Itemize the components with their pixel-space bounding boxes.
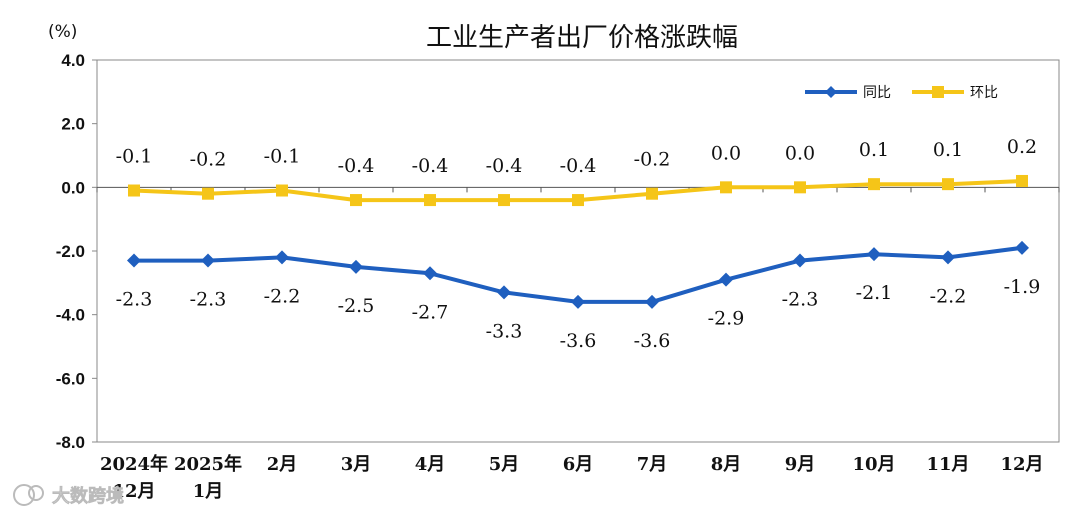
y-tick-label: 0.0: [61, 178, 85, 197]
data-point: [1015, 240, 1029, 255]
data-label: -2.3: [190, 289, 227, 311]
x-tick-label: 2月: [267, 454, 298, 475]
y-axis: 4.0 2.0 0.0 -2.0 -4.0 -6.0 -8.0: [56, 51, 1060, 452]
data-point: [202, 187, 214, 200]
legend-marker: [932, 86, 944, 98]
data-label: -3.6: [634, 330, 671, 352]
data-label: -2.9: [708, 308, 745, 330]
data-label: -0.2: [634, 149, 671, 171]
data-point: [275, 250, 289, 265]
data-point: [201, 253, 215, 268]
data-point: [128, 184, 140, 197]
data-label: -0.1: [264, 146, 301, 168]
x-tick-label: 10月: [852, 454, 895, 475]
data-point: [497, 285, 511, 300]
data-label: -0.1: [116, 146, 153, 168]
data-point: [498, 194, 510, 207]
data-point: [349, 259, 363, 274]
x-tick-label: 9月: [785, 454, 816, 475]
data-label: -2.7: [412, 301, 449, 323]
data-point: [868, 178, 880, 191]
data-label: 0.1: [859, 139, 889, 161]
data-label: -2.1: [856, 282, 893, 304]
series-layer: [127, 174, 1029, 309]
data-point: [127, 253, 141, 268]
data-label: -3.3: [486, 320, 523, 342]
data-label: -2.3: [782, 289, 819, 311]
legend-label: 同比: [863, 85, 891, 101]
brand-logo-icon: [13, 484, 44, 506]
legend-label: 环比: [970, 85, 998, 101]
x-tick-label: 2025年: [174, 453, 242, 475]
data-label: 0.1: [933, 139, 963, 161]
data-point: [424, 194, 436, 207]
plot-area-frame: [96, 59, 1060, 443]
data-point: [719, 272, 733, 287]
watermark-text: 大数跨境: [52, 485, 124, 507]
data-label: -3.6: [560, 330, 597, 352]
watermark: 大数跨境: [13, 484, 124, 507]
data-point: [350, 194, 362, 207]
data-point: [645, 294, 659, 309]
data-label: 0.0: [711, 142, 741, 164]
x-tick-label: 8月: [711, 454, 742, 475]
data-label: -1.9: [1004, 276, 1041, 298]
data-point: [276, 184, 288, 197]
x-tick-label: 1月: [193, 481, 224, 502]
data-label: -0.4: [486, 155, 523, 177]
chart-title: 工业生产者出厂价格涨跌幅: [426, 23, 738, 53]
y-axis-unit: (%): [48, 22, 77, 42]
data-label: -0.4: [338, 155, 375, 177]
y-tick-label: 4.0: [61, 51, 85, 70]
y-tick-label: -4.0: [56, 306, 85, 325]
x-tick-label: 11月: [926, 454, 969, 475]
data-labels: -2.3 -2.3 -2.2 -2.5 -2.7 -3.3 -3.6 -3.6 -2.9 -2.3…: [116, 136, 1041, 352]
data-point: [423, 266, 437, 281]
data-label: -0.2: [190, 149, 227, 171]
data-label: -2.3: [116, 289, 153, 311]
data-point: [571, 294, 585, 309]
data-label: -0.4: [412, 155, 449, 177]
data-label: -2.2: [264, 285, 301, 307]
data-point: [794, 181, 806, 194]
legend-marker: [825, 86, 837, 98]
data-point: [793, 253, 807, 268]
data-label: -0.4: [560, 155, 597, 177]
x-axis: 2024年 12月 2025年 1月 2月 3月 4月 5月 6月 7月 8月 9月 10月 11月 12月: [100, 453, 1044, 502]
data-point: [1016, 174, 1028, 187]
data-point: [646, 187, 658, 200]
x-tick-label: 12月: [112, 481, 155, 502]
legend: 同比 环比: [805, 85, 998, 101]
y-tick-label: -2.0: [56, 242, 85, 261]
data-point: [942, 178, 954, 191]
data-point: [572, 194, 584, 207]
x-tick-label: 6月: [563, 454, 594, 475]
data-label: 0.2: [1007, 136, 1037, 158]
data-label: -2.2: [930, 285, 967, 307]
y-tick-label: -6.0: [56, 369, 85, 388]
y-tick-label: -8.0: [56, 433, 85, 452]
data-label: 0.0: [785, 142, 815, 164]
x-tick-label: 12月: [1000, 454, 1043, 475]
data-point: [867, 247, 881, 262]
data-point: [941, 250, 955, 265]
y-tick-label: 2.0: [61, 115, 85, 134]
x-tick-label: 3月: [341, 454, 372, 475]
x-tick-label: 2024年: [100, 453, 168, 475]
data-label: -2.5: [338, 295, 375, 317]
x-tick-label: 5月: [489, 454, 520, 475]
x-tick-label: 7月: [637, 454, 668, 475]
data-point: [720, 181, 732, 194]
x-tick-label: 4月: [415, 454, 446, 475]
